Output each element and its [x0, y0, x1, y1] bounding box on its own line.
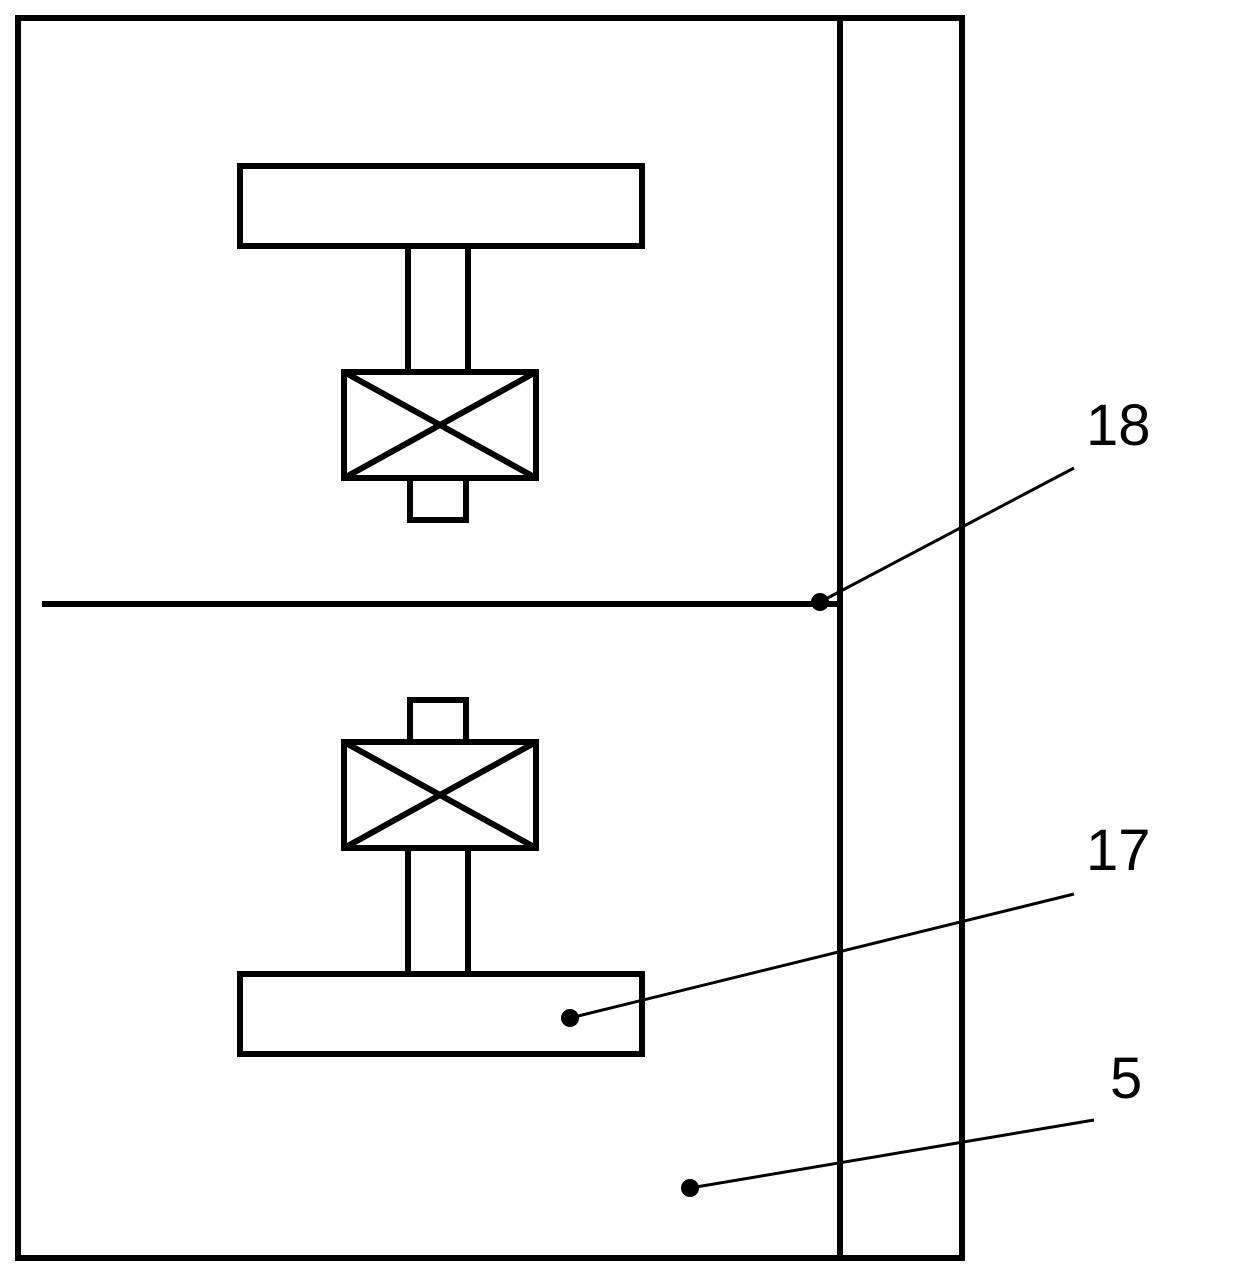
diagram-svg: 18 17 5: [0, 0, 1240, 1276]
technical-diagram: 18 17 5: [0, 0, 1240, 1281]
svg-text:5: 5: [1110, 1046, 1142, 1111]
svg-text:17: 17: [1086, 818, 1151, 883]
svg-text:18: 18: [1086, 393, 1151, 458]
